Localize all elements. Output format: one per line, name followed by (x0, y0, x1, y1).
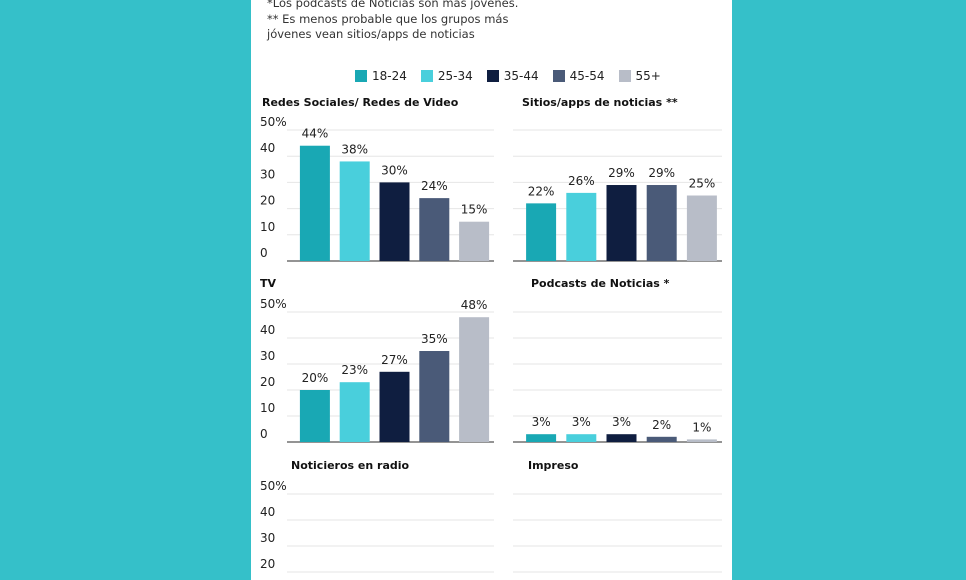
bar-55+ (459, 221, 490, 261)
data-label: 1% (692, 420, 711, 434)
data-label: 3% (572, 415, 591, 429)
y-tick-label: 0 (260, 246, 268, 260)
y-tick-label: 20 (260, 375, 275, 389)
legend-label: 25-34 (437, 69, 473, 83)
y-tick-label: 50% (260, 479, 287, 493)
y-tick-label: 0 (260, 427, 268, 441)
data-label: 48% (461, 298, 488, 312)
y-tick-label: 40 (260, 323, 275, 337)
legend-item-18-24: 18-24 (355, 67, 407, 85)
bar-18-24 (526, 203, 557, 261)
data-label: 20% (302, 371, 329, 385)
legend-swatch (420, 70, 433, 82)
y-tick-label: 10 (260, 220, 275, 234)
bar-45-54 (646, 436, 677, 442)
bar-35-44 (379, 371, 410, 442)
bar-25-34 (566, 434, 597, 442)
legend-swatch (355, 70, 367, 82)
bar-25-34 (339, 161, 370, 261)
bar-45-54 (646, 185, 677, 261)
y-tick-label: 40 (260, 505, 275, 519)
legend-label: 45-54 (569, 69, 605, 83)
small-multiples-chart: Redes Sociales/ Redes de Video 0 10 20 30 40 5… (260, 96, 722, 573)
legend-item-35-44: 35-44 (486, 67, 539, 85)
bar-55+ (459, 317, 490, 442)
data-label: 38% (341, 142, 368, 156)
legend-label: 35-44 (503, 69, 539, 83)
y-tick-label: 20 (260, 557, 275, 571)
legend-item-25-34: 25-34 (420, 67, 473, 85)
data-label: 25% (689, 177, 716, 191)
data-label: 29% (648, 166, 675, 180)
bar-35-44 (606, 185, 637, 261)
y-tick-label: 40 (260, 141, 275, 155)
panel-title: Sitios/apps de noticias ** (522, 96, 678, 109)
data-label: 23% (341, 363, 368, 377)
data-label: 44% (302, 127, 329, 141)
data-label: 15% (461, 203, 488, 217)
y-tick-label: 30 (260, 349, 275, 363)
bar-45-54 (419, 351, 450, 442)
legend-label: 18-24 (372, 69, 407, 83)
y-tick-label: 50% (260, 297, 287, 311)
y-tick-label: 20 (260, 194, 275, 208)
bar-55+ (686, 439, 717, 442)
bar-25-34 (339, 382, 370, 442)
legend-item-45-54: 45-54 (552, 67, 605, 85)
bar-35-44 (379, 182, 410, 261)
data-label: 35% (421, 332, 448, 346)
panel-title: Noticieros en radio (291, 459, 410, 472)
legend-swatch (486, 70, 499, 82)
footnote-sites-cont: jóvenes vean sitios/apps de noticias (267, 27, 475, 41)
bar-35-44 (606, 434, 637, 442)
y-tick-label: 10 (260, 401, 275, 415)
data-label: 3% (532, 415, 551, 429)
panel-title: Impreso (528, 459, 579, 472)
data-label: 24% (421, 179, 448, 193)
bar-25-34 (566, 192, 597, 261)
chart-card: *Los podcasts de Noticias son más jóvene… (251, 0, 732, 580)
data-label: 29% (608, 166, 635, 180)
y-tick-label: 50% (260, 115, 287, 129)
footnote-podcasts: *Los podcasts de Noticias son más jóvene… (267, 0, 519, 10)
legend-swatch (552, 70, 565, 82)
bar-45-54 (419, 198, 450, 261)
data-label: 30% (381, 163, 408, 177)
bar-55+ (686, 195, 717, 261)
legend: 18-24 25-34 35-44 45-54 55+ (251, 67, 732, 85)
panel-title: Redes Sociales/ Redes de Video (262, 96, 459, 109)
data-label: 3% (612, 415, 631, 429)
bar-18-24 (299, 390, 330, 442)
panel-title: Podcasts de Noticias * (531, 277, 670, 290)
panel-title: TV (260, 277, 277, 290)
legend-item-55-plus: 55+ (618, 67, 661, 85)
y-tick-label: 30 (260, 531, 275, 545)
data-label: 2% (652, 418, 671, 432)
legend-swatch (618, 70, 631, 82)
data-label: 27% (381, 353, 408, 367)
data-label: 22% (528, 184, 555, 198)
legend-label: 55+ (635, 69, 661, 83)
footnote-sites: ** Es menos probable que los grupos más (267, 12, 509, 26)
bar-18-24 (526, 434, 557, 442)
y-tick-label: 30 (260, 167, 275, 181)
bar-18-24 (299, 145, 330, 261)
data-label: 26% (568, 174, 595, 188)
